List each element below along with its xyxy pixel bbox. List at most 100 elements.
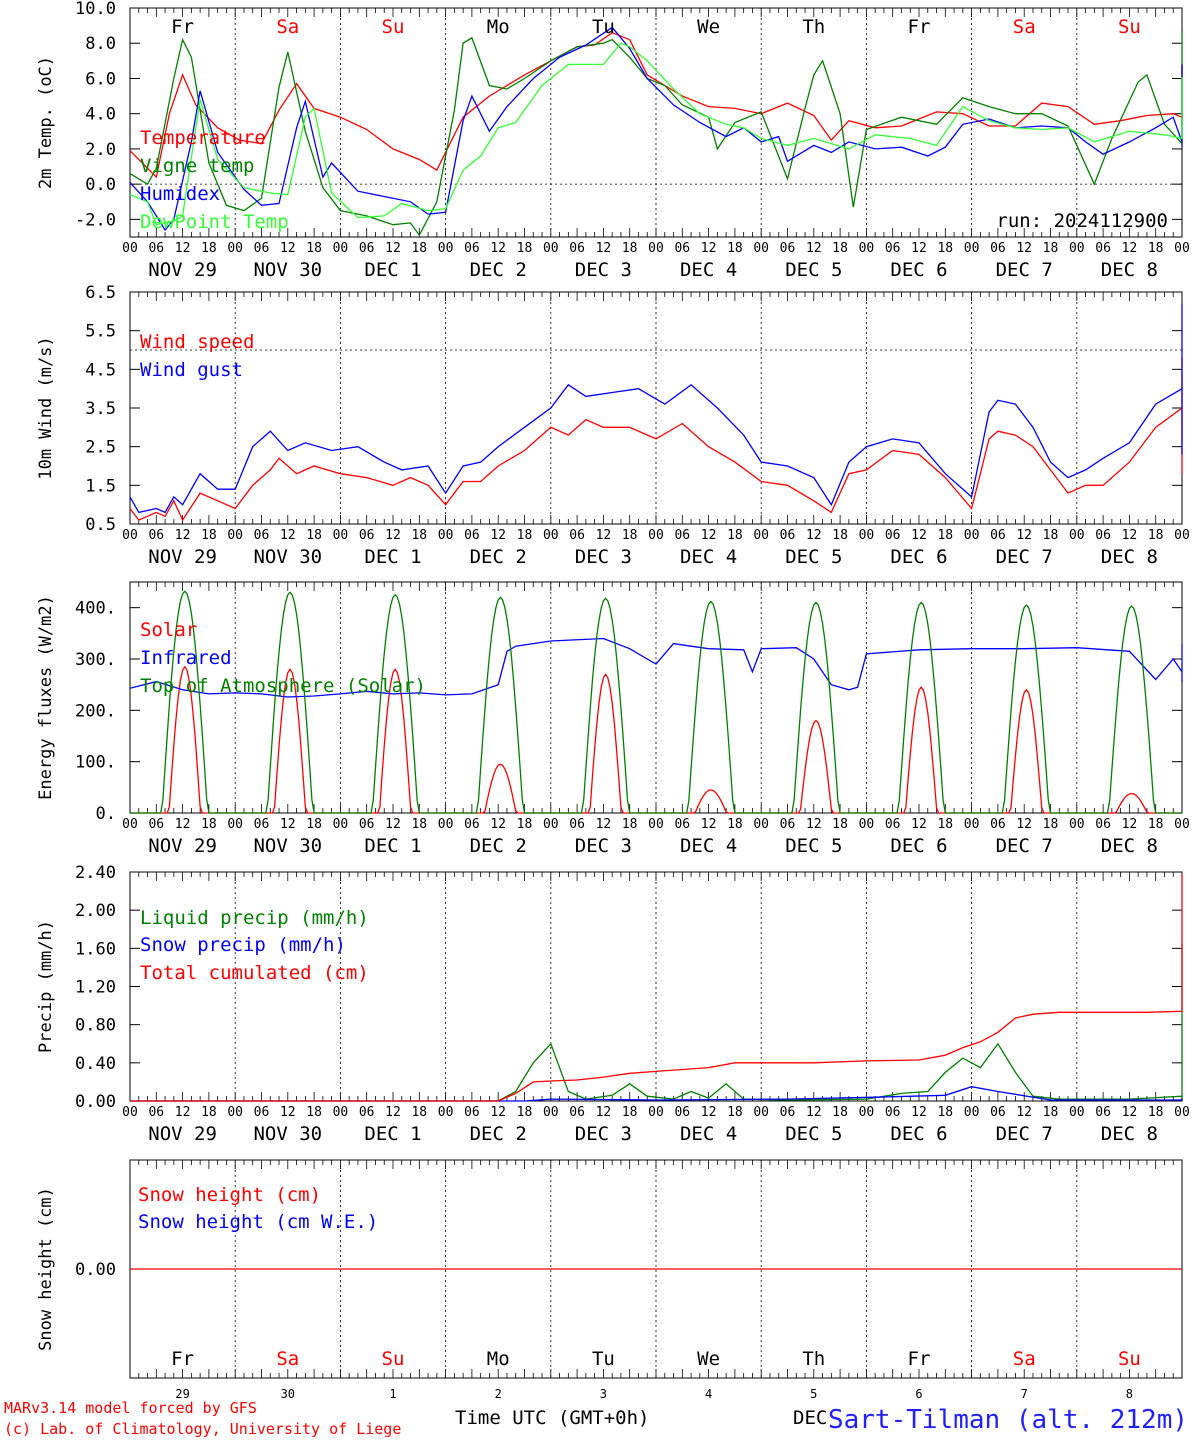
hour-label: 12: [1016, 1105, 1032, 1120]
hour-label: 06: [780, 817, 796, 832]
hour-label: 18: [727, 817, 743, 832]
y-tick-label: 400.: [75, 599, 116, 619]
hour-label: 06: [148, 817, 164, 832]
hour-label: 18: [937, 241, 953, 256]
hour-label: 18: [201, 817, 217, 832]
date-label: DEC 1: [364, 1123, 421, 1145]
day-number-label: 5: [810, 1387, 817, 1401]
day-number-label: 3: [600, 1387, 607, 1401]
hour-label: 06: [885, 817, 901, 832]
hour-label: 00: [753, 817, 769, 832]
day-name-label: Th: [802, 1348, 825, 1370]
date-label: DEC 5: [785, 546, 842, 568]
hour-label: 18: [411, 528, 427, 543]
y-axis-label: Snow height (cm): [36, 1187, 56, 1351]
chart-panel-3: [129, 581, 1183, 814]
hour-label: 12: [911, 241, 927, 256]
y-tick-label: 5.5: [85, 322, 116, 342]
hour-label: 06: [254, 528, 270, 543]
date-label: DEC 6: [890, 546, 947, 568]
chart-panel-4: [129, 871, 1183, 1102]
hour-label: 00: [122, 1105, 138, 1120]
hour-label: 00: [1069, 1105, 1085, 1120]
y-tick-label: 2.40: [75, 863, 116, 883]
date-label: DEC 8: [1101, 1123, 1158, 1145]
hour-label: 06: [780, 1105, 796, 1120]
legend-label: Snow height (cm W.E.): [138, 1211, 378, 1233]
day-name-label: Th: [802, 16, 825, 38]
hour-label: 12: [175, 241, 191, 256]
date-label: DEC 8: [1101, 546, 1158, 568]
hour-label: 12: [175, 817, 191, 832]
day-name-label: Sa: [1013, 16, 1036, 38]
series-line-infrared: [129, 637, 1183, 698]
date-label: DEC 2: [470, 259, 527, 281]
day-name-label: Mo: [487, 1348, 510, 1370]
hour-label: 12: [1122, 1105, 1138, 1120]
y-tick-label: 2.0: [85, 140, 116, 160]
y-tick-label: 6.5: [85, 283, 116, 303]
hour-label: 00: [227, 817, 243, 832]
date-label: DEC 2: [470, 546, 527, 568]
hour-label: 06: [464, 817, 480, 832]
hour-label: 18: [1148, 817, 1164, 832]
hour-label: 06: [885, 241, 901, 256]
date-label: DEC 4: [680, 259, 737, 281]
chart-panel-5: [129, 1159, 1183, 1379]
hour-label: 18: [832, 1105, 848, 1120]
hour-label: 18: [1043, 817, 1059, 832]
hour-label: 00: [227, 241, 243, 256]
plot-frame: [129, 7, 1183, 238]
hour-label: 12: [280, 1105, 296, 1120]
hour-label: 12: [596, 817, 612, 832]
hour-label: 12: [280, 241, 296, 256]
footer-extra-label: DEC: [793, 1407, 827, 1429]
hour-label: 18: [517, 817, 533, 832]
legend-label: Top of Atmosphere (Solar): [140, 675, 426, 697]
date-label: DEC 3: [575, 1123, 632, 1145]
hour-label: 12: [385, 817, 401, 832]
hour-label: 18: [1043, 1105, 1059, 1120]
hour-label: 12: [175, 1105, 191, 1120]
y-tick-label: 0.: [96, 804, 116, 824]
hour-label: 12: [385, 528, 401, 543]
date-label: DEC 6: [890, 1123, 947, 1145]
day-name-label: We: [697, 1348, 720, 1370]
hour-label: 06: [990, 241, 1006, 256]
y-axis-label: Precip (mm/h): [36, 920, 56, 1053]
hour-label: 06: [569, 1105, 585, 1120]
date-label: DEC 7: [996, 259, 1053, 281]
hour-label: 00: [438, 1105, 454, 1120]
hour-label: 12: [490, 528, 506, 543]
series-line-wind-gust: [129, 303, 1183, 514]
hour-label: 12: [701, 241, 717, 256]
legend-label: Wind gust: [140, 359, 243, 381]
day-name-label: Sa: [1013, 1348, 1036, 1370]
hour-label: 00: [333, 528, 349, 543]
hour-label: 18: [201, 241, 217, 256]
hour-label: 18: [306, 1105, 322, 1120]
hour-label: 18: [832, 528, 848, 543]
hour-label: 06: [569, 817, 585, 832]
series-line-total-cumulated-cm-: [130, 873, 1183, 1102]
y-tick-label: 3.5: [85, 399, 116, 419]
hour-label: 06: [254, 817, 270, 832]
hour-label: 06: [780, 528, 796, 543]
hour-label: 18: [937, 817, 953, 832]
day-number-label: 30: [281, 1387, 295, 1401]
hour-label: 00: [648, 817, 664, 832]
date-label: DEC 1: [364, 546, 421, 568]
hour-label: 00: [648, 1105, 664, 1120]
series-line-dewpoint-temp: [129, 42, 1183, 226]
hour-label: 18: [832, 817, 848, 832]
hour-label: 12: [701, 528, 717, 543]
hour-label: 18: [411, 1105, 427, 1120]
hour-label: 06: [359, 1105, 375, 1120]
day-number-label: 29: [175, 1387, 189, 1401]
chart-panel-1: [129, 7, 1183, 238]
footer-lab-label: (c) Lab. of Climatology, University of L…: [4, 1420, 401, 1438]
hour-label: 06: [1095, 528, 1111, 543]
day-name-label: Tu: [592, 1348, 615, 1370]
date-label: NOV 29: [148, 259, 217, 281]
